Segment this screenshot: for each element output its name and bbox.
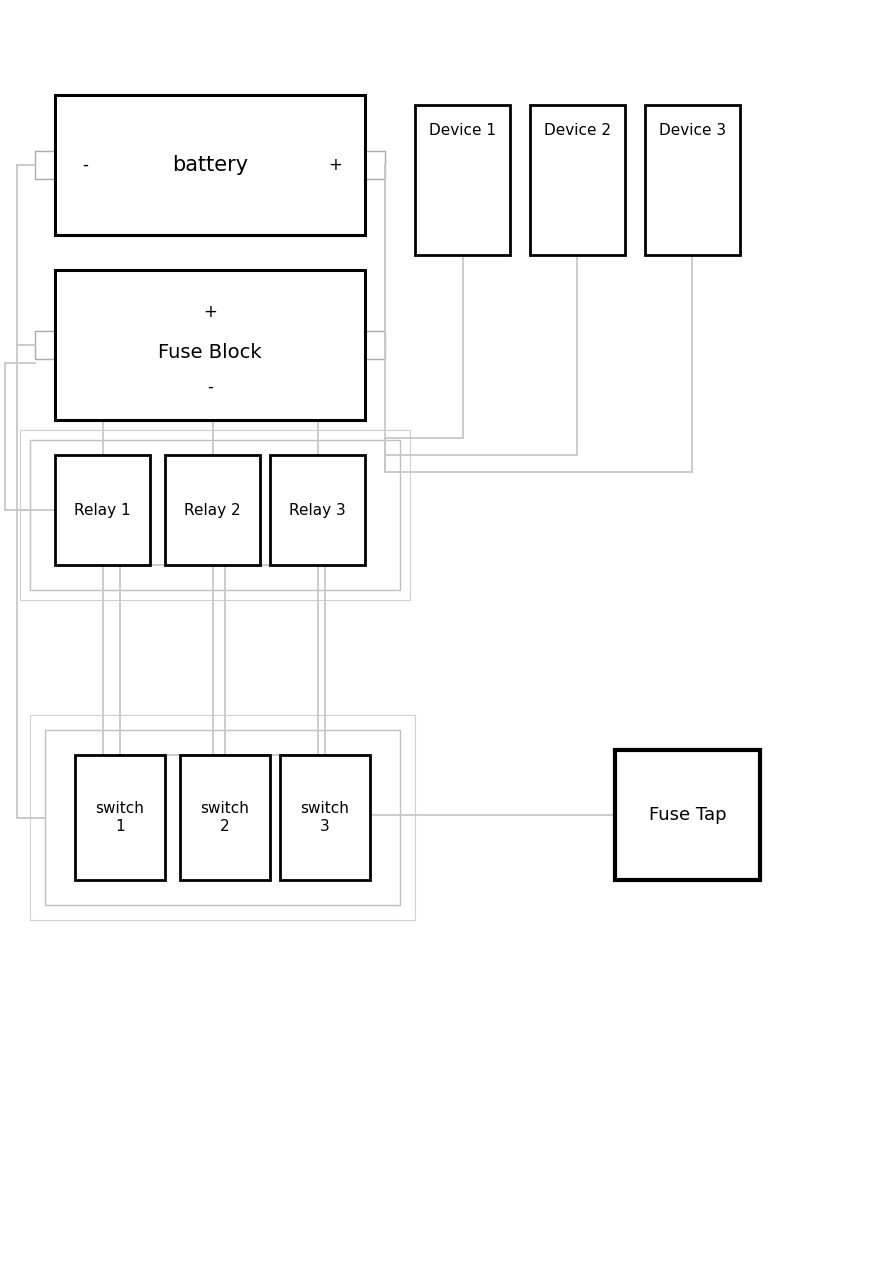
Text: -: - — [82, 156, 88, 174]
Bar — [30, 716, 415, 920]
Text: Relay 1: Relay 1 — [74, 503, 131, 517]
Bar — [55, 454, 150, 564]
Bar — [75, 755, 165, 881]
Text: -: - — [207, 378, 213, 396]
Text: Device 1: Device 1 — [429, 123, 496, 138]
Bar — [180, 755, 270, 881]
Text: battery: battery — [172, 155, 248, 175]
Bar — [365, 332, 385, 358]
Bar — [165, 454, 260, 564]
Bar — [270, 454, 365, 564]
Text: switch
2: switch 2 — [201, 801, 249, 833]
Text: Relay 3: Relay 3 — [289, 503, 346, 517]
Text: Relay 2: Relay 2 — [185, 503, 241, 517]
Text: Fuse Tap: Fuse Tap — [649, 806, 727, 824]
Bar — [55, 270, 365, 420]
Bar — [45, 730, 400, 905]
Text: +: + — [203, 303, 217, 321]
Bar — [415, 105, 510, 255]
Text: switch
3: switch 3 — [300, 801, 349, 833]
Text: Fuse Block: Fuse Block — [159, 343, 262, 362]
Bar — [615, 750, 760, 881]
Text: switch
1: switch 1 — [96, 801, 144, 833]
Bar — [365, 151, 385, 179]
Text: Device 2: Device 2 — [544, 123, 611, 138]
Bar — [55, 95, 365, 236]
Text: Device 3: Device 3 — [659, 123, 726, 138]
Bar — [20, 430, 410, 600]
Bar — [645, 105, 740, 255]
Bar — [280, 755, 370, 881]
Bar — [35, 151, 55, 179]
Bar — [30, 440, 400, 590]
Bar — [530, 105, 625, 255]
Text: +: + — [328, 156, 342, 174]
Bar — [35, 332, 55, 358]
